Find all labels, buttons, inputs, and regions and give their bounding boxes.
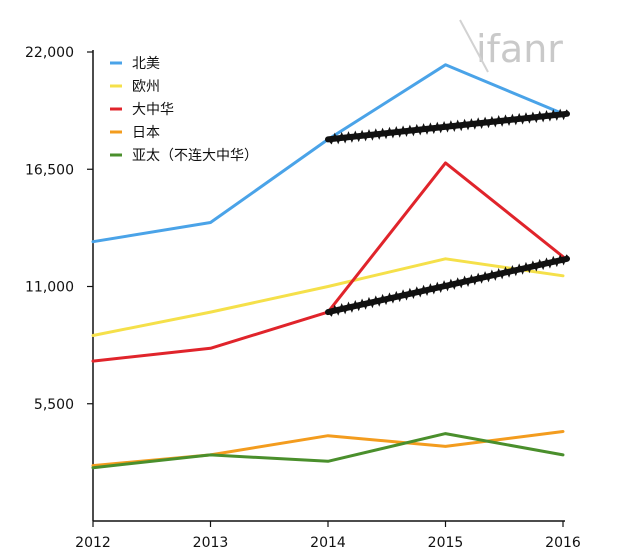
x-tick-label: 2016	[545, 535, 581, 551]
series-line-4	[91, 432, 565, 470]
series-line-1	[91, 257, 565, 337]
legend-item: 大中华	[110, 102, 174, 118]
series-line-2	[91, 161, 565, 363]
annotation-layer	[325, 108, 570, 317]
legend-label: 日本	[132, 125, 160, 141]
legend-label: 北美	[132, 56, 160, 72]
trend-scribble	[327, 254, 568, 317]
legend-item: 北美	[110, 56, 160, 72]
trend-scribble	[327, 108, 568, 145]
legend-item: 亚太（不连大中华）	[110, 148, 258, 164]
y-tick-label: 16,500	[25, 162, 74, 178]
y-tick-label: 22,000	[25, 45, 74, 61]
legend-item: 日本	[110, 125, 160, 141]
trend-annotation-0	[325, 108, 570, 145]
x-tick-label: 2012	[75, 535, 111, 551]
x-tick-label: 2015	[428, 535, 464, 551]
ifanr-watermark: ifanr	[476, 27, 563, 71]
legend-label: 欧州	[132, 79, 160, 95]
y-tick-label: 11,000	[25, 280, 74, 296]
series-layer	[91, 63, 565, 470]
x-tick-label: 2013	[193, 535, 229, 551]
y-tick-label: 5,500	[34, 397, 74, 413]
watermark-slash	[459, 19, 489, 73]
trend-annotation-1	[325, 254, 570, 317]
legend-label: 大中华	[132, 102, 174, 118]
axes: 5,500 11,000 16,500 22,000 2012 2013 2014 2015 2…	[25, 45, 581, 551]
x-tick-label: 2014	[310, 535, 346, 551]
legend-label: 亚太（不连大中华）	[132, 148, 258, 164]
legend-item: 欧州	[110, 79, 160, 95]
